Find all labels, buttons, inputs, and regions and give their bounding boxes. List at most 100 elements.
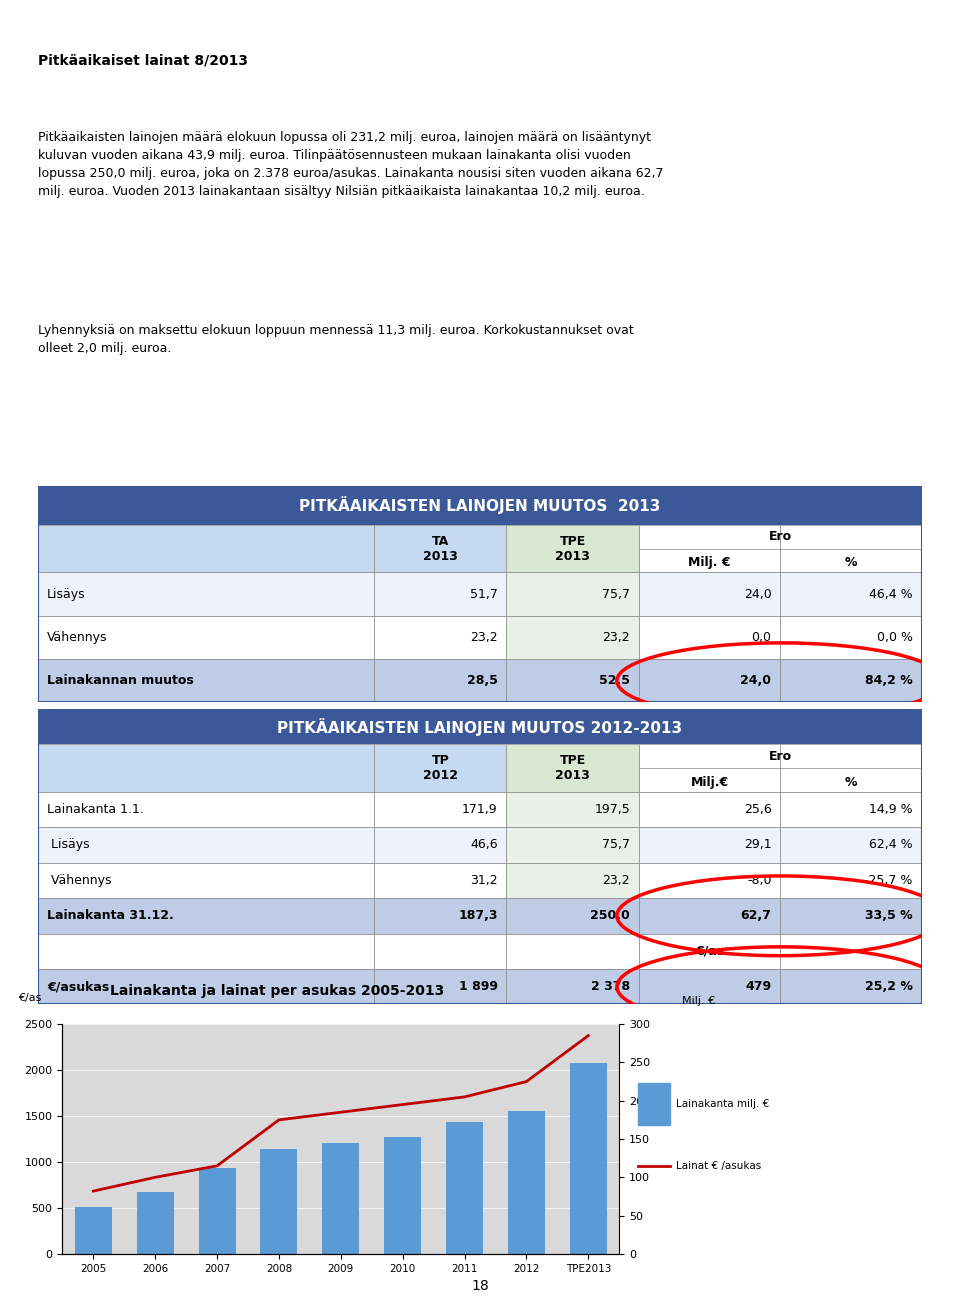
Text: Lainakanta milj. €: Lainakanta milj. € bbox=[676, 1099, 769, 1109]
FancyBboxPatch shape bbox=[38, 863, 374, 898]
FancyBboxPatch shape bbox=[374, 744, 507, 792]
Text: 1 899: 1 899 bbox=[459, 981, 497, 993]
Text: PITKÄAIKAISTEN LAINOJEN MUUTOS  2013: PITKÄAIKAISTEN LAINOJEN MUUTOS 2013 bbox=[300, 496, 660, 515]
FancyBboxPatch shape bbox=[374, 659, 507, 702]
Text: 62,4 %: 62,4 % bbox=[869, 839, 913, 851]
Text: 46,6: 46,6 bbox=[470, 839, 497, 851]
Bar bbox=[260, 1149, 298, 1254]
Text: 187,3: 187,3 bbox=[458, 910, 497, 922]
Text: Pitkäaikaisten lainojen määrä elokuun lopussa oli 231,2 milj. euroa, lainojen mä: Pitkäaikaisten lainojen määrä elokuun lo… bbox=[38, 131, 664, 198]
Text: %: % bbox=[845, 776, 857, 789]
FancyBboxPatch shape bbox=[38, 827, 374, 863]
Text: 29,1: 29,1 bbox=[744, 839, 772, 851]
FancyBboxPatch shape bbox=[780, 572, 922, 616]
Text: PITKÄAIKAISTEN LAINOJEN MUUTOS 2012-2013: PITKÄAIKAISTEN LAINOJEN MUUTOS 2012-2013 bbox=[277, 718, 683, 735]
FancyBboxPatch shape bbox=[639, 827, 780, 863]
Text: TPE
2013: TPE 2013 bbox=[555, 534, 590, 563]
Bar bbox=[384, 1137, 421, 1254]
Text: €/as: €/as bbox=[18, 993, 41, 1003]
FancyBboxPatch shape bbox=[507, 572, 639, 616]
FancyBboxPatch shape bbox=[374, 969, 507, 1004]
Text: €/asukas: €/asukas bbox=[47, 981, 109, 993]
FancyBboxPatch shape bbox=[38, 525, 374, 572]
Text: 24,0: 24,0 bbox=[740, 675, 772, 687]
FancyBboxPatch shape bbox=[639, 863, 780, 898]
Text: %: % bbox=[845, 557, 857, 570]
Text: 14,9 %: 14,9 % bbox=[869, 804, 913, 815]
Text: Lyhennyksiä on maksettu elokuun loppuun mennessä 11,3 milj. euroa. Korkokustannu: Lyhennyksiä on maksettu elokuun loppuun … bbox=[38, 324, 635, 356]
Text: 23,2: 23,2 bbox=[470, 632, 497, 643]
FancyBboxPatch shape bbox=[639, 744, 780, 792]
FancyBboxPatch shape bbox=[780, 792, 922, 827]
Text: TA
2013: TA 2013 bbox=[422, 534, 458, 563]
FancyBboxPatch shape bbox=[507, 792, 639, 827]
Text: Lainakanta 1.1.: Lainakanta 1.1. bbox=[47, 804, 144, 815]
FancyBboxPatch shape bbox=[780, 934, 922, 969]
Text: Ero: Ero bbox=[769, 530, 792, 544]
Text: 0,0 %: 0,0 % bbox=[876, 632, 913, 643]
Text: 31,2: 31,2 bbox=[470, 874, 497, 886]
Text: 25,6: 25,6 bbox=[744, 804, 772, 815]
Text: Lisäys: Lisäys bbox=[47, 839, 90, 851]
Text: 18: 18 bbox=[471, 1279, 489, 1293]
FancyBboxPatch shape bbox=[38, 792, 374, 827]
Text: Vähennys: Vähennys bbox=[47, 632, 108, 643]
Text: 75,7: 75,7 bbox=[602, 839, 630, 851]
FancyBboxPatch shape bbox=[780, 659, 922, 702]
FancyBboxPatch shape bbox=[507, 525, 639, 572]
FancyBboxPatch shape bbox=[38, 486, 922, 525]
Text: 84,2 %: 84,2 % bbox=[865, 675, 913, 687]
Bar bbox=[136, 1192, 174, 1254]
FancyBboxPatch shape bbox=[780, 744, 922, 792]
Text: Vähennys: Vähennys bbox=[47, 874, 111, 886]
Text: Milj. €: Milj. € bbox=[688, 557, 731, 570]
FancyBboxPatch shape bbox=[780, 863, 922, 898]
FancyBboxPatch shape bbox=[639, 898, 780, 934]
Text: 25,2 %: 25,2 % bbox=[865, 981, 913, 993]
FancyBboxPatch shape bbox=[639, 525, 780, 572]
FancyBboxPatch shape bbox=[507, 827, 639, 863]
Text: 28,5: 28,5 bbox=[467, 675, 497, 687]
Text: 171,9: 171,9 bbox=[462, 804, 497, 815]
Text: 479: 479 bbox=[745, 981, 772, 993]
Text: Ero: Ero bbox=[769, 750, 792, 763]
Bar bbox=[569, 1062, 607, 1254]
FancyBboxPatch shape bbox=[38, 898, 374, 934]
Text: 23,2: 23,2 bbox=[603, 874, 630, 886]
FancyBboxPatch shape bbox=[780, 969, 922, 1004]
FancyBboxPatch shape bbox=[780, 827, 922, 863]
FancyBboxPatch shape bbox=[38, 709, 922, 744]
FancyBboxPatch shape bbox=[639, 659, 780, 702]
Bar bbox=[637, 1083, 669, 1124]
Text: Lainakanta ja lainat per asukas 2005-2013: Lainakanta ja lainat per asukas 2005-201… bbox=[110, 985, 444, 998]
Text: TP
2012: TP 2012 bbox=[422, 754, 458, 783]
FancyBboxPatch shape bbox=[374, 792, 507, 827]
FancyBboxPatch shape bbox=[507, 863, 639, 898]
Text: 62,7: 62,7 bbox=[740, 910, 772, 922]
FancyBboxPatch shape bbox=[38, 969, 374, 1004]
Text: Milj.€: Milj.€ bbox=[690, 776, 729, 789]
FancyBboxPatch shape bbox=[38, 572, 374, 616]
FancyBboxPatch shape bbox=[374, 525, 507, 572]
FancyBboxPatch shape bbox=[780, 898, 922, 934]
Text: 24,0: 24,0 bbox=[744, 588, 772, 600]
Text: 0,0: 0,0 bbox=[752, 632, 772, 643]
FancyBboxPatch shape bbox=[374, 616, 507, 659]
Text: -8,0: -8,0 bbox=[747, 874, 772, 886]
FancyBboxPatch shape bbox=[507, 616, 639, 659]
Text: Lainat € /asukas: Lainat € /asukas bbox=[676, 1161, 761, 1171]
FancyBboxPatch shape bbox=[38, 659, 374, 702]
Text: 250,0: 250,0 bbox=[590, 910, 630, 922]
FancyBboxPatch shape bbox=[639, 616, 780, 659]
FancyBboxPatch shape bbox=[374, 934, 507, 969]
Text: Pitkäaikaiset lainat 8/2013: Pitkäaikaiset lainat 8/2013 bbox=[38, 53, 249, 67]
Text: TPE
2013: TPE 2013 bbox=[555, 754, 590, 783]
FancyBboxPatch shape bbox=[374, 898, 507, 934]
Bar bbox=[75, 1207, 112, 1254]
Text: 52,5: 52,5 bbox=[599, 675, 630, 687]
Text: 197,5: 197,5 bbox=[594, 804, 630, 815]
FancyBboxPatch shape bbox=[780, 525, 922, 572]
Text: Lisäys: Lisäys bbox=[47, 588, 85, 600]
FancyBboxPatch shape bbox=[507, 898, 639, 934]
FancyBboxPatch shape bbox=[507, 744, 639, 792]
